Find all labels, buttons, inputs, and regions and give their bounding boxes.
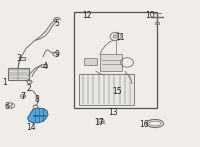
Text: 7: 7 (21, 92, 25, 101)
Text: 14: 14 (26, 123, 36, 132)
Text: 17: 17 (94, 117, 104, 127)
Text: 5: 5 (55, 19, 59, 28)
FancyBboxPatch shape (79, 74, 134, 105)
FancyBboxPatch shape (155, 22, 159, 24)
Text: 13: 13 (108, 108, 118, 117)
Circle shape (113, 35, 118, 38)
Text: 4: 4 (43, 62, 47, 71)
FancyBboxPatch shape (84, 58, 97, 65)
Text: 8: 8 (35, 95, 39, 104)
Text: 10: 10 (145, 11, 155, 20)
FancyBboxPatch shape (8, 68, 29, 80)
Text: 12: 12 (82, 11, 92, 20)
Text: 15: 15 (112, 87, 122, 96)
FancyBboxPatch shape (100, 54, 122, 71)
Text: 1: 1 (3, 78, 7, 87)
Text: 11: 11 (115, 33, 125, 42)
FancyBboxPatch shape (41, 64, 47, 67)
Text: 3: 3 (17, 54, 21, 63)
Text: 16: 16 (139, 120, 149, 129)
FancyBboxPatch shape (20, 57, 25, 60)
Polygon shape (28, 108, 48, 123)
Text: 2: 2 (27, 84, 31, 93)
Text: 6: 6 (5, 102, 9, 111)
Text: 9: 9 (55, 50, 59, 59)
